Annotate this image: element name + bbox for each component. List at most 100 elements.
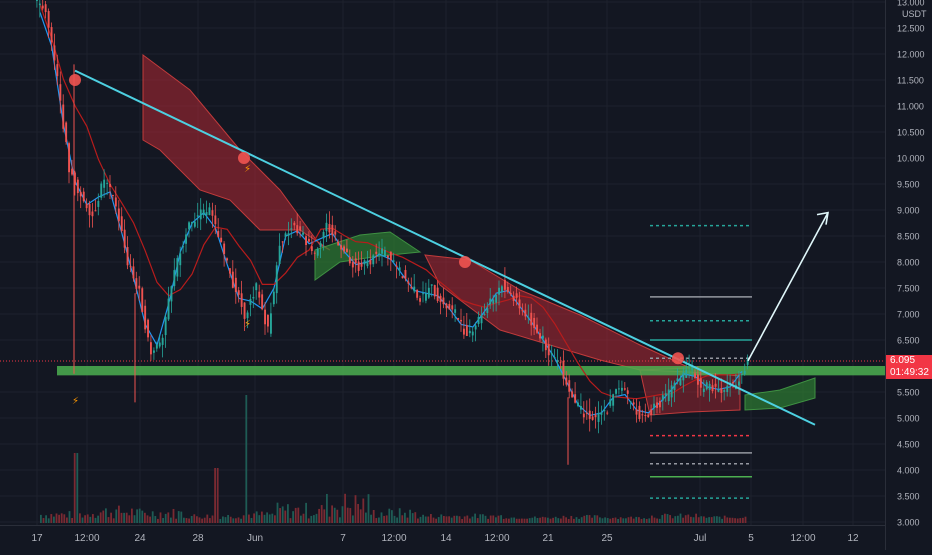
volume-bar — [638, 517, 640, 523]
candle-body — [252, 296, 255, 299]
volume-bar — [105, 508, 107, 523]
candle-body — [141, 288, 144, 313]
volume-bars — [40, 395, 747, 523]
candle-body — [404, 270, 407, 279]
volume-bar — [344, 493, 346, 523]
volume-bar — [235, 518, 237, 523]
candle-body — [337, 241, 340, 246]
volume-bar — [274, 515, 276, 523]
candle-body — [272, 291, 275, 305]
candle-body — [138, 285, 141, 289]
candle-body — [270, 313, 272, 334]
volume-bar — [422, 514, 424, 523]
volume-bar — [349, 508, 352, 523]
volume-bar — [287, 504, 289, 523]
candle-body — [170, 286, 173, 302]
candle-body — [647, 414, 650, 418]
candle-body — [357, 261, 360, 271]
candle-body — [299, 226, 302, 231]
volume-bar — [380, 512, 383, 523]
volume-bar — [736, 518, 739, 523]
candle-body — [47, 10, 50, 28]
candle-body — [275, 265, 278, 294]
price-tick-label: 10.000 — [897, 154, 925, 164]
candle-body — [463, 328, 465, 335]
volume-bar — [492, 515, 495, 523]
candle-body — [746, 359, 749, 365]
candle-body — [629, 401, 632, 403]
volume-bar — [705, 517, 708, 523]
flash-icon: ⚡ — [244, 319, 251, 330]
volume-bar — [487, 518, 489, 523]
volume-bar — [375, 518, 378, 523]
candle-body — [44, 4, 47, 13]
volume-bar — [45, 515, 47, 523]
candle-body — [556, 360, 559, 363]
price-tick-label: 8.000 — [897, 258, 920, 268]
candle-body — [249, 298, 252, 305]
volume-bar — [365, 512, 367, 523]
price-tick-label: 13.000 — [897, 0, 925, 8]
time-tick-label: Jul — [694, 533, 707, 544]
volume-bar — [289, 518, 292, 523]
volume-bar — [734, 518, 736, 523]
candle-body — [319, 243, 322, 248]
candle-body — [264, 309, 266, 325]
volume-bar — [726, 517, 729, 523]
candle-body — [468, 330, 471, 334]
volume-bar — [461, 518, 463, 523]
volume-bar — [318, 508, 320, 523]
candle-body — [740, 373, 743, 375]
volume-bar — [196, 516, 198, 523]
candle-body — [641, 414, 644, 416]
candle-body — [284, 233, 287, 237]
volume-bar — [398, 508, 401, 523]
volume-bar — [430, 514, 432, 523]
volume-bar — [313, 515, 315, 523]
volume-bar — [97, 515, 99, 523]
volume-bar — [237, 517, 240, 523]
volume-bar — [458, 516, 461, 523]
volume-bar — [341, 506, 344, 523]
volume-bar — [708, 517, 710, 523]
candle-body — [717, 389, 720, 392]
volume-bar — [739, 518, 742, 523]
candle-body — [91, 211, 94, 217]
candle-body — [638, 405, 641, 420]
volume-bar — [640, 518, 643, 523]
volume-bar — [554, 516, 557, 523]
candle-body — [100, 183, 103, 198]
volume-bar — [188, 518, 190, 523]
candle-body — [565, 377, 568, 385]
candle-body — [489, 298, 492, 305]
candle-body — [331, 224, 334, 236]
volume-bar — [703, 516, 705, 523]
candle-body — [261, 294, 264, 310]
candle-body — [460, 319, 462, 322]
candle-body — [287, 233, 290, 236]
candle-body — [97, 201, 100, 207]
drawings[interactable]: ⚡ ⚡ ⚡ — [69, 69, 829, 426]
volume-bar — [521, 518, 523, 523]
volume-bar — [110, 512, 112, 523]
candle-body — [281, 241, 284, 243]
candle-body — [343, 246, 345, 252]
candle-body — [147, 319, 149, 338]
candle-body — [653, 403, 655, 408]
volume-bar — [539, 517, 541, 523]
candle-body — [161, 337, 164, 345]
candle-body — [85, 203, 88, 209]
price-tick-label: 9.000 — [897, 206, 920, 216]
volume-bar — [417, 518, 419, 523]
candle-body — [150, 342, 152, 355]
time-tick-label: 14 — [440, 533, 452, 544]
volume-bar — [617, 518, 619, 523]
volume-bar — [214, 468, 216, 523]
candle-body — [68, 143, 70, 173]
volume-bar — [177, 511, 180, 523]
candle-body — [743, 370, 746, 375]
volume-bar — [302, 513, 305, 523]
candle-body — [676, 378, 679, 381]
